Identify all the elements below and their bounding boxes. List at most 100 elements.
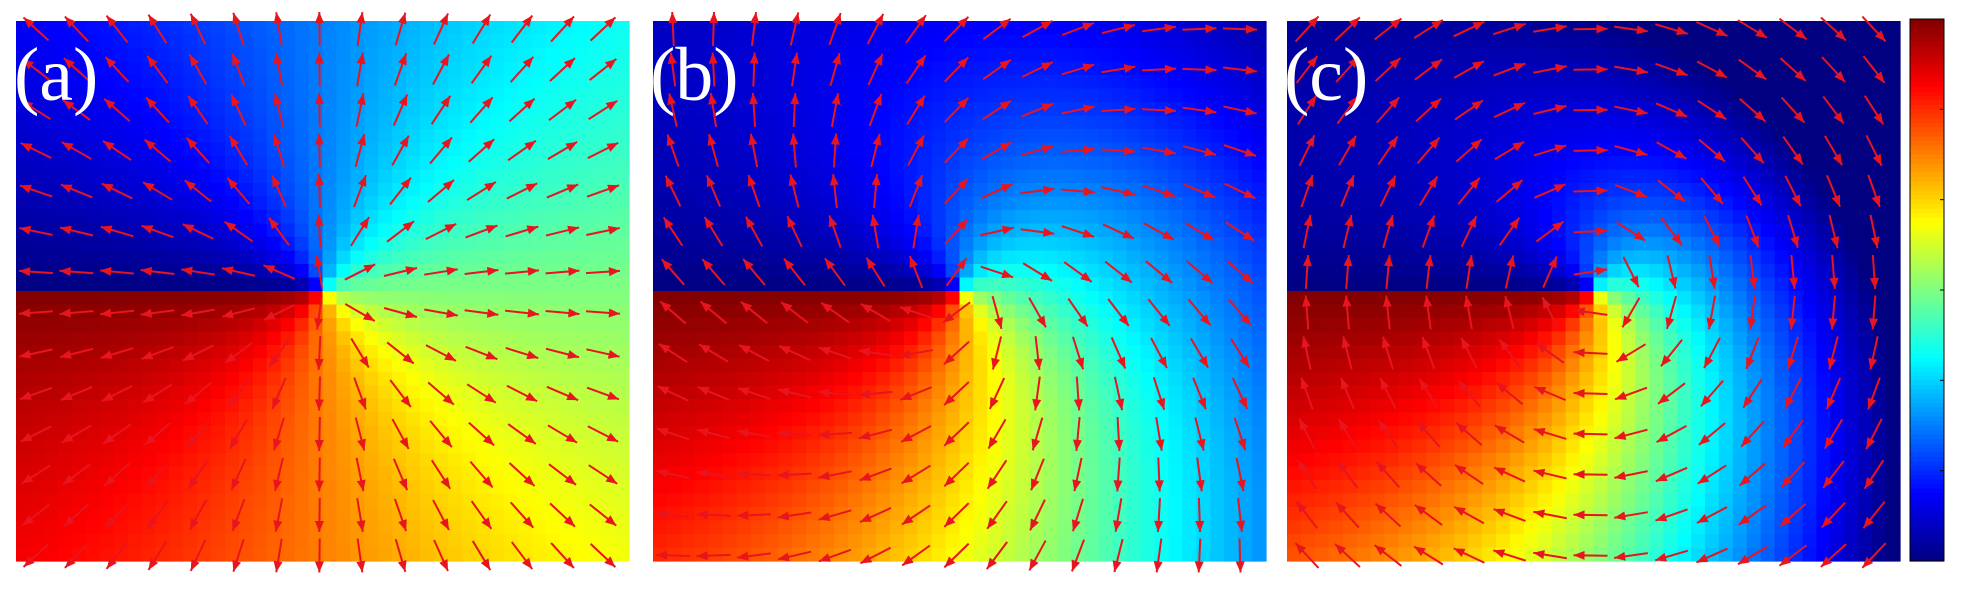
phase-cell — [71, 331, 87, 346]
phase-cell — [169, 372, 184, 387]
phase-cell — [1886, 372, 1901, 387]
phase-cell — [1746, 453, 1762, 468]
phase-cell — [503, 142, 519, 157]
phase-cell — [573, 358, 588, 373]
phase-cell — [1537, 210, 1553, 225]
phase-cell — [820, 169, 835, 184]
phase-cell — [155, 250, 170, 265]
phase-cell — [545, 196, 560, 211]
phase-cell — [545, 75, 560, 90]
phase-cell — [1691, 304, 1706, 319]
phase-cell — [1746, 115, 1762, 130]
phase-cell — [1001, 237, 1016, 252]
phase-cell — [433, 453, 449, 468]
phase-cell — [764, 426, 779, 441]
phase-cell — [931, 169, 947, 184]
phase-cell — [1746, 439, 1762, 454]
phase-cell — [1001, 304, 1016, 319]
phase-cell — [475, 34, 491, 49]
phase-cell — [875, 439, 891, 454]
phase-cell — [99, 88, 115, 103]
phase-cell — [1691, 183, 1706, 198]
phase-cell — [336, 412, 351, 427]
phase-cell — [1635, 439, 1650, 454]
phase-cell — [127, 318, 142, 333]
phase-cell — [1252, 169, 1267, 184]
phase-cell — [308, 493, 324, 508]
phase-cell — [653, 169, 668, 184]
phase-cell — [1196, 48, 1211, 63]
phase-cell — [169, 129, 184, 144]
phase-cell — [197, 237, 212, 252]
phase-cell — [1384, 34, 1400, 49]
phase-cell — [447, 250, 463, 265]
phase-cell — [1126, 304, 1142, 319]
phase-cell — [1537, 88, 1553, 103]
phase-cell — [183, 21, 198, 36]
phase-cell — [85, 34, 101, 49]
phase-cell — [778, 493, 793, 508]
phase-cell — [336, 304, 351, 319]
phase-cell — [1886, 345, 1901, 360]
phase-cell — [820, 358, 835, 373]
phase-cell — [1314, 48, 1330, 63]
phase-cell — [169, 507, 184, 522]
phase-cell — [1398, 115, 1413, 130]
phase-cell — [848, 304, 863, 319]
phase-cell — [931, 142, 947, 157]
phase-cell — [169, 61, 184, 76]
phase-cell — [1300, 345, 1316, 360]
phase-cell — [447, 237, 463, 252]
phase-cell — [280, 534, 296, 549]
phase-cell — [694, 412, 710, 427]
phase-cell — [1788, 412, 1804, 427]
phase-cell — [1649, 318, 1664, 333]
phase-cell — [85, 21, 101, 36]
phase-cell — [1182, 372, 1197, 387]
phase-cell — [1328, 156, 1344, 171]
phase-cell — [1830, 210, 1845, 225]
phase-cell — [694, 277, 710, 292]
phase-cell — [420, 507, 435, 522]
phase-cell — [959, 169, 975, 184]
phase-cell — [1844, 453, 1859, 468]
phase-cell — [959, 520, 975, 535]
phase-cell — [1426, 453, 1441, 468]
phase-cell — [694, 61, 710, 76]
phase-cell — [1844, 385, 1859, 400]
phase-cell — [1663, 372, 1678, 387]
phase-cell — [1816, 345, 1831, 360]
phase-cell — [71, 34, 87, 49]
phase-cell — [1015, 48, 1030, 63]
phase-cell — [764, 88, 779, 103]
phase-cell — [169, 331, 184, 346]
phase-cell — [1314, 223, 1330, 238]
phase-cell — [1356, 358, 1372, 373]
phase-cell — [99, 412, 115, 427]
phase-cell — [308, 183, 324, 198]
phase-cell — [1691, 156, 1706, 171]
phase-cell — [666, 277, 682, 292]
phase-cell — [1691, 453, 1706, 468]
phase-cell — [1844, 439, 1859, 454]
phase-cell — [1210, 466, 1225, 481]
phase-cell — [1043, 196, 1058, 211]
phase-cell — [1043, 75, 1058, 90]
phase-cell — [903, 169, 919, 184]
phase-cell — [545, 547, 560, 562]
phase-cell — [461, 237, 477, 252]
phase-cell — [834, 291, 849, 306]
phase-cell — [861, 520, 877, 535]
phase-cell — [1238, 466, 1253, 481]
phase-cell — [861, 372, 877, 387]
phase-cell — [1872, 453, 1887, 468]
phase-cell — [1816, 156, 1831, 171]
phase-cell — [1607, 318, 1622, 333]
phase-cell — [238, 426, 254, 441]
phase-cell — [350, 169, 365, 184]
phase-cell — [1328, 88, 1344, 103]
phase-cell — [141, 277, 156, 292]
phase-cell — [653, 156, 668, 171]
phase-cell — [587, 547, 602, 562]
phase-cell — [764, 453, 779, 468]
